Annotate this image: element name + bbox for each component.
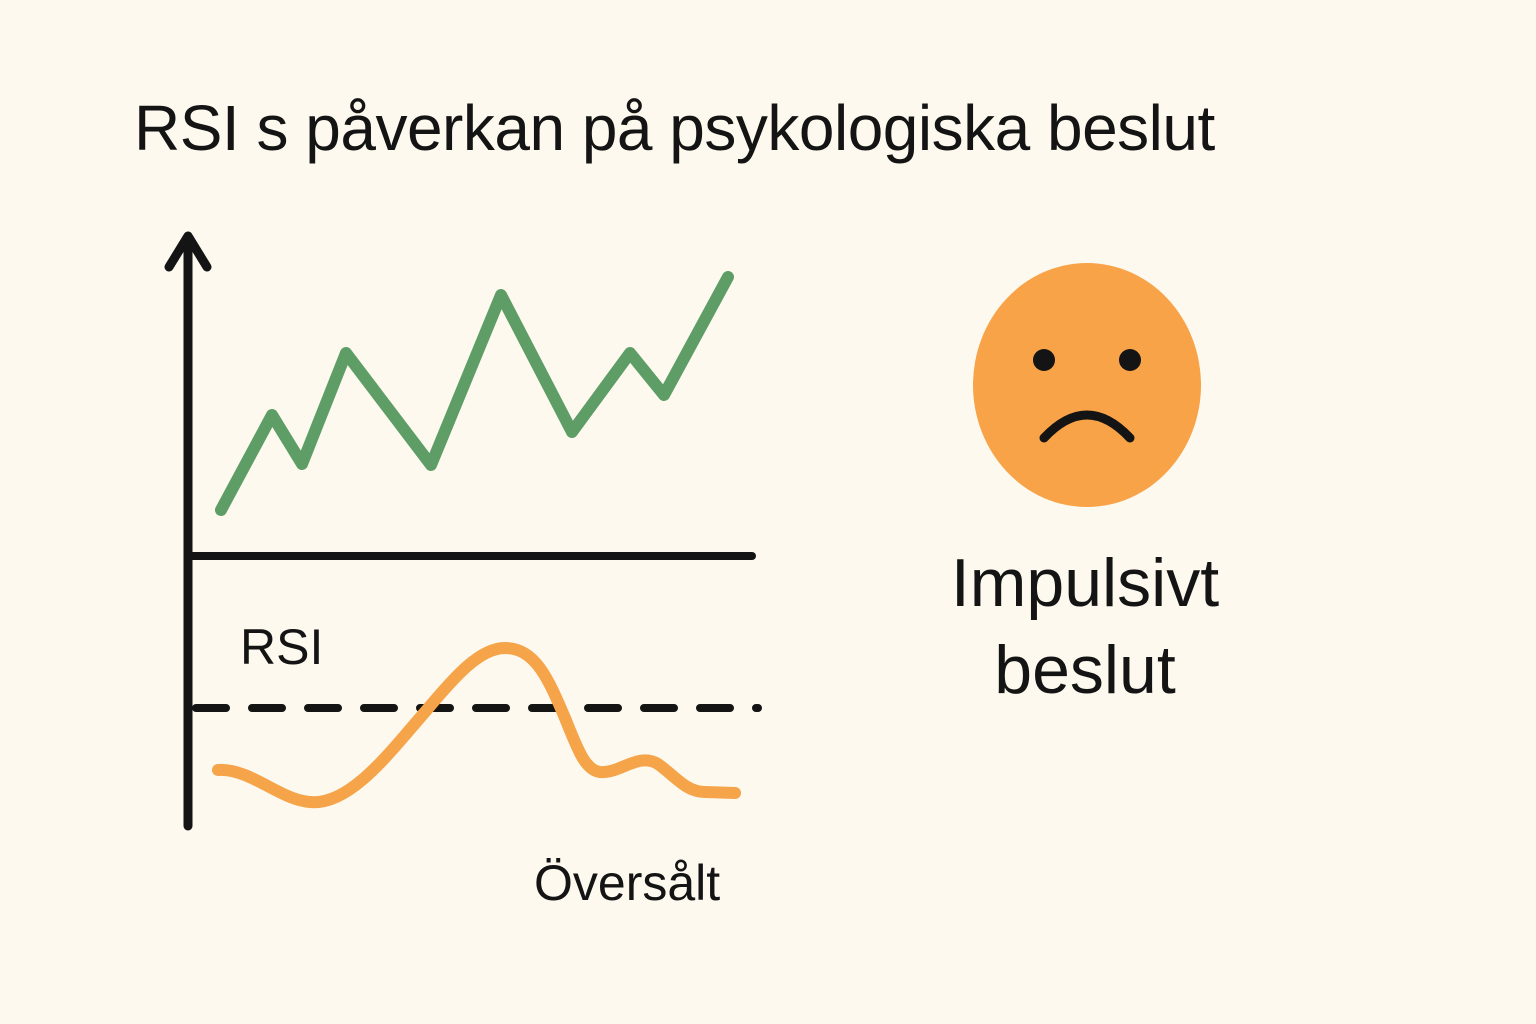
impulsive-label-line1: Impulsivt	[951, 545, 1219, 621]
sad-face-icon	[973, 263, 1201, 507]
frown-mouth	[1039, 410, 1135, 443]
impulsive-label-line2: beslut	[994, 632, 1176, 708]
left-eye	[1033, 349, 1055, 371]
oversold-label: Översålt	[534, 855, 720, 911]
face-circle	[973, 263, 1201, 507]
price-line	[215, 271, 734, 516]
right-eye	[1119, 349, 1141, 371]
rsi-line	[212, 642, 741, 809]
rsi-label: RSI	[240, 619, 323, 675]
y-axis-arrow-icon	[164, 231, 212, 272]
diagram-title: RSI s påverkan på psykologiska beslut	[134, 92, 1215, 164]
